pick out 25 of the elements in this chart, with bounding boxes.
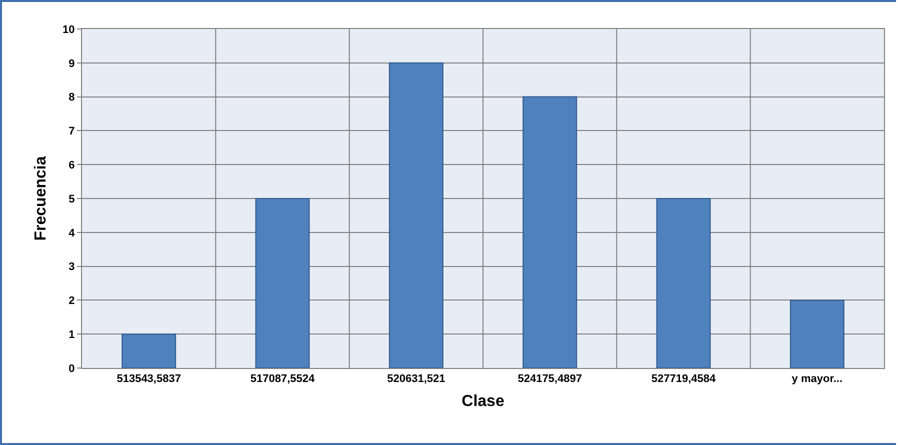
y-tick-label: 7 xyxy=(68,126,75,138)
y-tick-label: 10 xyxy=(62,24,75,36)
x-tick-label: 517087,5524 xyxy=(250,373,316,386)
y-tick-label: 5 xyxy=(68,193,75,206)
bar xyxy=(255,198,310,368)
y-tick-label: 6 xyxy=(68,159,75,172)
bar xyxy=(790,300,844,368)
x-tick-label: y mayor... xyxy=(792,373,843,386)
x-tick-label: 520631,521 xyxy=(387,373,446,386)
x-tick-label: 527719,4584 xyxy=(651,373,716,386)
bar xyxy=(522,96,578,368)
x-tick-label: 524175,4897 xyxy=(518,373,582,386)
y-tick-label: 8 xyxy=(68,92,75,104)
y-tick-label: 2 xyxy=(68,295,75,308)
x-tick-label: 513543,5837 xyxy=(116,373,181,386)
y-tick-label: 1 xyxy=(68,328,75,341)
x-axis-title: Clase xyxy=(462,392,504,410)
y-tick-label: 4 xyxy=(68,227,76,240)
bar xyxy=(122,334,176,368)
y-tick-label: 0 xyxy=(68,362,75,375)
y-axis-title: Frecuencia xyxy=(32,156,50,241)
bar xyxy=(656,198,711,368)
bar xyxy=(388,62,444,368)
y-tick-label: 9 xyxy=(68,58,75,70)
y-tick-label: 3 xyxy=(68,261,75,274)
